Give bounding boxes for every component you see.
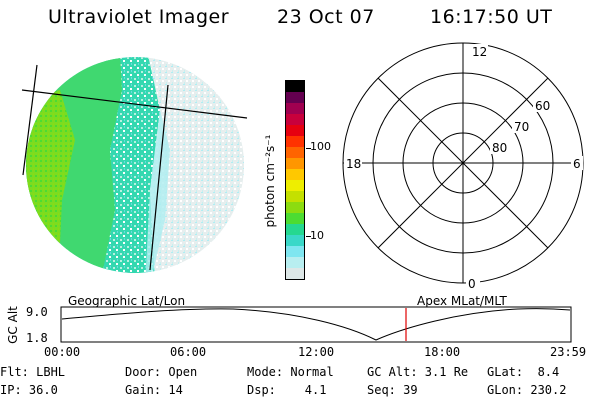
colorbar-segment <box>286 92 304 103</box>
colorbar-segment <box>286 103 304 114</box>
status-gc-alt: GC Alt: 3.1 Re <box>367 365 469 379</box>
colorbar-segment <box>286 125 304 136</box>
x-tick-2359: 23:59 <box>550 345 587 359</box>
colorbar-tick-mark <box>306 236 311 237</box>
x-tick-1200: 12:00 <box>298 345 335 359</box>
status-glon: GLon: 230.2 <box>487 383 567 397</box>
date-label: 23 Oct 07 <box>277 6 375 28</box>
status-glat: GLat: 8.4 <box>487 365 560 379</box>
colorbar-tick-10: 10 <box>310 229 324 242</box>
gc-alt-max: 9.0 <box>26 305 48 319</box>
lat-label-70: 70 <box>514 120 529 134</box>
colorbar-segment <box>286 191 304 202</box>
x-tick-1800: 18:00 <box>424 345 461 359</box>
lat-label-60: 60 <box>535 99 550 113</box>
geographic-label: Geographic Lat/Lon <box>68 294 186 308</box>
altitude-curve <box>61 308 571 341</box>
mlt-label-18: 18 <box>346 157 361 171</box>
mlt-label-12: 12 <box>472 45 487 59</box>
colorbar-segment <box>286 114 304 125</box>
status-gain: Gain: 14 <box>125 383 183 397</box>
colorbar-segment <box>286 202 304 213</box>
emission-disc <box>26 57 244 273</box>
gc-alt-min: 1.8 <box>26 331 48 345</box>
status-seq: Seq: 39 <box>367 383 418 397</box>
x-tick-0000: 00:00 <box>44 345 81 359</box>
colorbar-segment <box>286 81 304 92</box>
mlt-label-0: 0 <box>468 277 476 291</box>
colorbar-tick-100: 100 <box>310 140 331 153</box>
mlt-label-6: 6 <box>573 157 581 171</box>
x-tick-0600: 06:00 <box>170 345 207 359</box>
colorbar-segment <box>286 224 304 235</box>
colorbar-tick-mark <box>306 148 311 149</box>
colorbar-segment <box>286 169 304 180</box>
colorbar-segment <box>286 136 304 147</box>
colorbar-segment <box>286 268 304 279</box>
auroral-image <box>21 57 248 273</box>
colorbar <box>285 80 305 280</box>
lat-lon-grid <box>21 64 248 271</box>
colorbar-segment <box>286 246 304 257</box>
instrument-title: Ultraviolet Imager <box>48 6 230 28</box>
colorbar-segment <box>286 213 304 224</box>
status-ip: IP: 36.0 <box>0 383 58 397</box>
status-door: Door: Open <box>125 365 198 379</box>
colorbar-segment <box>286 158 304 169</box>
colorbar-segment <box>286 147 304 158</box>
status-mode: Mode: Normal <box>247 365 334 379</box>
status-dsp: Dsp: 4.1 <box>247 383 327 397</box>
colorbar-segment <box>286 257 304 268</box>
time-label: 16:17:50 UT <box>430 6 553 28</box>
colorbar-segment <box>286 180 304 191</box>
polar-plot: 12 0 18 6 60 70 80 <box>342 42 584 291</box>
gc-alt-timeline <box>60 306 572 343</box>
diagonal-line <box>377 77 549 249</box>
colorbar-segment <box>286 235 304 246</box>
gc-alt-axis-title: GC Alt <box>5 306 20 344</box>
status-flt: Flt: LBHL <box>0 365 66 379</box>
colorbar-unit-label: photon cm⁻²s⁻¹ <box>263 134 277 228</box>
lat-label-80: 80 <box>492 141 507 155</box>
apex-label: Apex MLat/MLT <box>417 294 507 308</box>
